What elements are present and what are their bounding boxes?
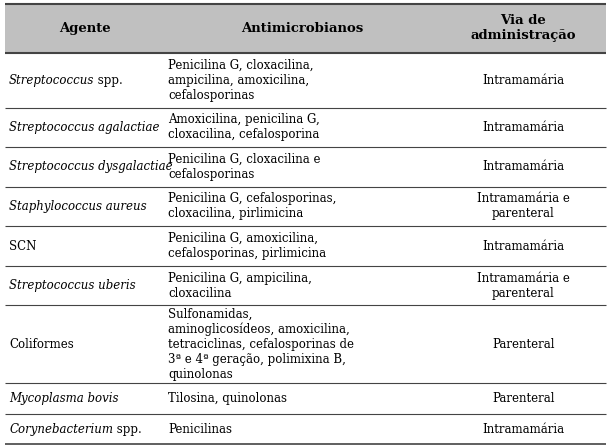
Bar — [441, 414, 606, 444]
Text: Streptococcus agalactiae: Streptococcus agalactiae — [9, 121, 159, 134]
Text: Parenteral: Parenteral — [492, 338, 555, 351]
Text: Intramamária e
parenteral: Intramamária e parenteral — [477, 193, 570, 220]
Bar — [164, 147, 441, 187]
Bar — [5, 108, 164, 147]
Bar — [441, 108, 606, 147]
Text: Sulfonamidas,
aminoglicosídeos, amoxicilina,
tetraciclinas, cefalosporinas de
3ª: Sulfonamidas, aminoglicosídeos, amoxicil… — [169, 308, 354, 381]
Text: Streptococcus dysgalactiae: Streptococcus dysgalactiae — [9, 160, 173, 173]
Bar — [164, 108, 441, 147]
Text: Antimicrobianos: Antimicrobianos — [241, 22, 364, 35]
Text: Intramamária: Intramamária — [482, 160, 565, 173]
Text: Tilosina, quinolonas: Tilosina, quinolonas — [169, 392, 287, 405]
Text: spp.: spp. — [95, 74, 123, 87]
Bar — [5, 147, 164, 187]
Text: spp.: spp. — [113, 422, 142, 435]
Bar — [164, 414, 441, 444]
Bar — [164, 4, 441, 53]
Bar — [441, 306, 606, 383]
Bar — [5, 187, 164, 226]
Text: Agente: Agente — [59, 22, 111, 35]
Bar — [441, 4, 606, 53]
Bar — [5, 4, 164, 53]
Text: Intramamária: Intramamária — [482, 74, 565, 87]
Text: Amoxicilina, penicilina G,
cloxacilina, cefalosporina: Amoxicilina, penicilina G, cloxacilina, … — [169, 113, 320, 142]
Bar — [5, 414, 164, 444]
Text: Coliformes: Coliformes — [9, 338, 74, 351]
Text: Penicilina G, cloxacilina,
ampicilina, amoxicilina,
cefalosporinas: Penicilina G, cloxacilina, ampicilina, a… — [169, 59, 314, 102]
Text: Intramamária e
parenteral: Intramamária e parenteral — [477, 271, 570, 300]
Bar — [441, 226, 606, 266]
Text: SCN: SCN — [9, 240, 37, 253]
Text: Penicilina G, cloxacilina e
cefalosporinas: Penicilina G, cloxacilina e cefalosporin… — [169, 153, 321, 181]
Bar — [5, 306, 164, 383]
Bar — [441, 266, 606, 306]
Bar — [5, 226, 164, 266]
Bar — [441, 383, 606, 414]
Bar — [441, 53, 606, 108]
Text: Parenteral: Parenteral — [492, 392, 555, 405]
Text: Penicilinas: Penicilinas — [169, 422, 232, 435]
Bar — [164, 226, 441, 266]
Bar — [164, 187, 441, 226]
Bar — [441, 187, 606, 226]
Text: Penicilina G, ampicilina,
cloxacilina: Penicilina G, ampicilina, cloxacilina — [169, 271, 312, 300]
Bar — [164, 53, 441, 108]
Text: Corynebacterium: Corynebacterium — [9, 422, 113, 435]
Text: Intramamária: Intramamária — [482, 422, 565, 435]
Text: Intramamária: Intramamária — [482, 240, 565, 253]
Text: Mycoplasma bovis: Mycoplasma bovis — [9, 392, 119, 405]
Bar — [164, 383, 441, 414]
Text: Streptococcus uberis: Streptococcus uberis — [9, 279, 136, 292]
Bar — [441, 147, 606, 187]
Text: Intramamária: Intramamária — [482, 121, 565, 134]
Text: Penicilina G, amoxicilina,
cefalosporinas, pirlimicina: Penicilina G, amoxicilina, cefalosporina… — [169, 232, 326, 260]
Bar — [164, 306, 441, 383]
Text: Streptococcus: Streptococcus — [9, 74, 95, 87]
Text: Penicilina G, cefalosporinas,
cloxacilina, pirlimicina: Penicilina G, cefalosporinas, cloxacilin… — [169, 193, 337, 220]
Text: Via de
administração: Via de administração — [470, 14, 576, 43]
Bar — [164, 266, 441, 306]
Bar — [5, 266, 164, 306]
Bar — [5, 383, 164, 414]
Text: Staphylococcus aureus: Staphylococcus aureus — [9, 200, 147, 213]
Bar — [5, 53, 164, 108]
